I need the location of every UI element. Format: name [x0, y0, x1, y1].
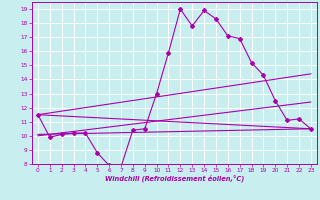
X-axis label: Windchill (Refroidissement éolien,°C): Windchill (Refroidissement éolien,°C) [105, 175, 244, 182]
